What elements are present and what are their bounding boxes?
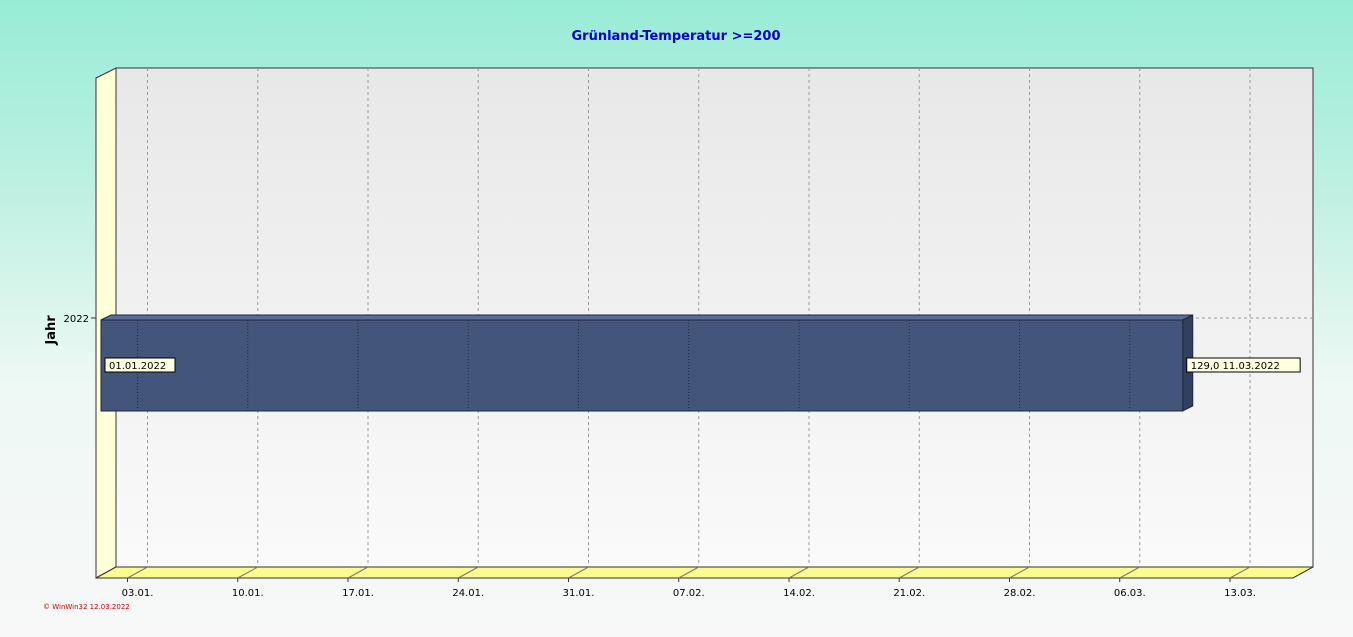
x-tick-label-4: 31.01.: [563, 588, 595, 599]
x-tick-label-5: 07.02.: [673, 588, 705, 599]
footer-note: © WinWin32 12.03.2022: [43, 603, 130, 611]
bar-start-label: 01.01.2022: [109, 361, 166, 372]
bar-end-label: 129,0 11.03.2022: [1191, 361, 1280, 372]
x-tick-label-0: 03.01.: [122, 588, 154, 599]
x-floor-line-3: [458, 566, 479, 579]
bar-layer: [100, 314, 1194, 412]
x-tick-label-2: 17.01.: [342, 588, 374, 599]
x-tick-label-1: 10.01.: [232, 588, 264, 599]
bar-end-label-box: [1186, 357, 1301, 373]
x-floor-line-5: [678, 566, 699, 579]
x-tick-label-8: 28.02.: [1004, 588, 1036, 599]
x-tick-label-9: 06.03.: [1114, 588, 1146, 599]
x-tick-label-6: 14.02.: [783, 588, 815, 599]
y-axis-label: Jahr: [44, 315, 59, 346]
x-tick-label-3: 24.01.: [452, 588, 484, 599]
bar-start-label-box: [104, 357, 176, 373]
x-floor-line-4: [568, 566, 589, 579]
x-floor-line-2: [347, 566, 369, 579]
x-floor-line-1: [237, 566, 258, 579]
label-layer: 2022 03.01. 10.01. 17.01. 24.01. 31.01. 07.02.…: [64, 314, 1301, 599]
bar-2022: [100, 319, 1184, 412]
x-floor-line-8: [1009, 566, 1030, 579]
x-floor-line-6: [788, 566, 810, 579]
x-tick-label-7: 21.02.: [893, 588, 925, 599]
chart-title: Grünland-Temperatur >=200: [571, 29, 780, 44]
x-floor-line-7: [899, 566, 920, 579]
x-floor-line-9: [1119, 566, 1140, 579]
x-floor-line-10: [1229, 566, 1251, 579]
bar-top-2022: [100, 314, 1193, 321]
x-tick-label-10: 13.03.: [1224, 588, 1256, 599]
x-floor-line-0: [127, 566, 148, 579]
y-tick-label-2022: 2022: [64, 314, 89, 325]
